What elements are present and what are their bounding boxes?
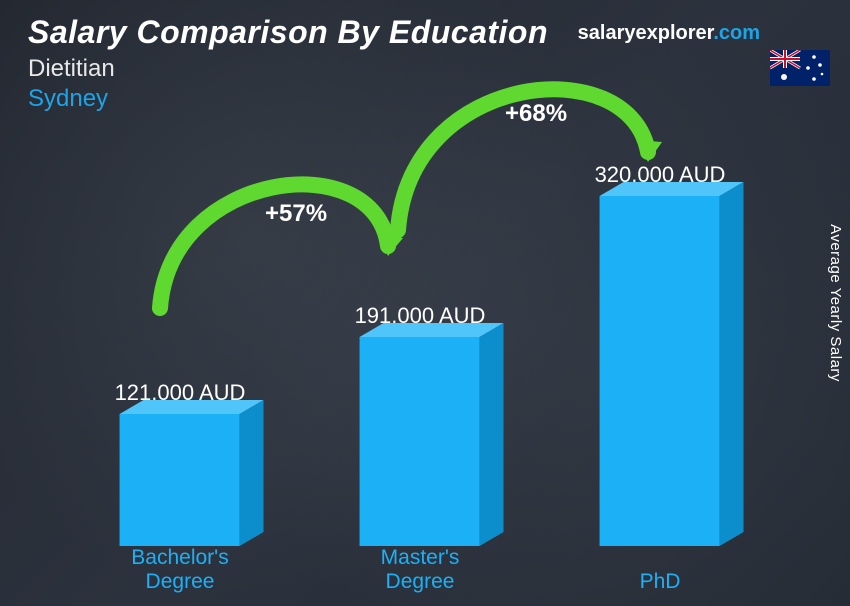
flag-icon xyxy=(770,50,830,86)
location: Sydney xyxy=(28,85,548,113)
watermark: salaryexplorer.com xyxy=(578,22,760,45)
bar-0: 121,000 AUD xyxy=(115,380,246,546)
page-title: Salary Comparison By Education xyxy=(28,14,548,51)
subtitle: Dietitian xyxy=(28,55,548,83)
bar-label: Master'sDegree xyxy=(381,546,460,594)
y-axis-label: Average Yearly Salary xyxy=(827,224,844,382)
increase-label: +57% xyxy=(265,200,327,228)
bar-shape xyxy=(120,414,240,546)
bar-label: Bachelor'sDegree xyxy=(131,546,228,594)
bar-label: PhD xyxy=(640,570,681,594)
bar-1: 191,000 AUD xyxy=(355,303,486,546)
header: Salary Comparison By Education Dietitian… xyxy=(28,14,548,113)
bar-shape xyxy=(360,337,480,546)
bar-shape xyxy=(600,196,720,546)
